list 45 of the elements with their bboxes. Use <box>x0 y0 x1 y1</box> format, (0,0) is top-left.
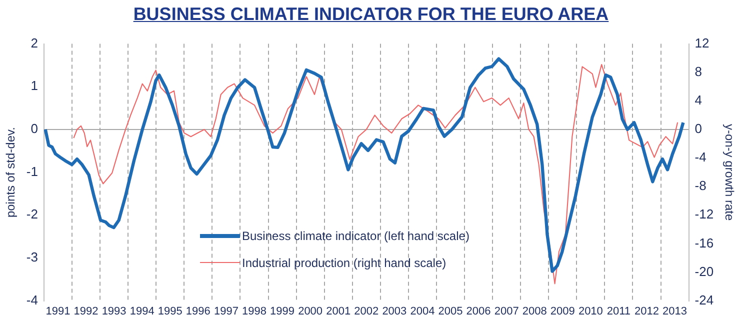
y2-tick-label: -20 <box>694 264 714 279</box>
y-tick-label: -2 <box>26 206 38 222</box>
legend-label: Industrial production (right hand scale) <box>242 256 446 270</box>
y2-tick-label: 4 <box>694 92 702 108</box>
x-tick-label: 1994 <box>130 305 154 318</box>
x-tick-label: 1998 <box>242 305 266 318</box>
x-tick-label: 2005 <box>438 305 463 318</box>
y2-tick-label: 12 <box>694 35 710 50</box>
x-tick-label: 2007 <box>494 305 519 318</box>
y-tick-label: -1 <box>26 164 38 179</box>
x-tick-label: 1991 <box>46 305 70 318</box>
y-tick-label: -3 <box>26 250 38 265</box>
y2-tick-label: 0 <box>694 121 702 136</box>
y2-tick-label: -24 <box>694 292 714 308</box>
x-tick-label: 2002 <box>354 305 379 318</box>
x-tick-label: 1996 <box>186 305 210 318</box>
y-axis-title: points of std-dev. <box>4 127 18 218</box>
y2-tick-label: -16 <box>694 235 714 250</box>
y-tick-label: 0 <box>30 121 38 136</box>
x-tick-label: 2009 <box>550 305 575 318</box>
x-tick-label: 1999 <box>270 305 295 318</box>
x-tick-label: 2004 <box>410 305 435 318</box>
x-tick-label: 2000 <box>298 305 323 318</box>
legend-label: Business climate indicator (left hand scale) <box>242 228 470 242</box>
x-tick-label: 2012 <box>634 305 659 318</box>
y-tick-label: 2 <box>30 35 38 50</box>
x-tick-label: 2010 <box>578 305 603 318</box>
x-tick-label: 2011 <box>606 305 631 318</box>
x-tick-label: 1993 <box>102 305 126 318</box>
y2-axis-title: y-on-y growth rate <box>722 124 736 221</box>
chart-title: BUSINESS CLIMATE INDICATOR FOR THE EURO AREA <box>132 3 610 26</box>
x-tick-label: 2001 <box>326 305 351 318</box>
x-tick-label: 1992 <box>74 305 98 318</box>
y2-tick-label: -4 <box>694 150 706 165</box>
x-tick-label: 2003 <box>382 305 407 318</box>
x-tick-label: 2013 <box>662 305 688 318</box>
x-tick-label: 2008 <box>522 305 547 318</box>
y2-tick-label: 8 <box>694 64 702 79</box>
y2-tick-label: -12 <box>694 206 714 222</box>
x-tick-label: 2006 <box>466 305 491 318</box>
y-tick-label: -4 <box>26 292 38 308</box>
x-tick-label: 1997 <box>214 305 238 318</box>
y2-tick-label: -8 <box>694 178 706 194</box>
y-tick-label: 1 <box>30 78 38 94</box>
x-tick-label: 1995 <box>158 305 182 318</box>
